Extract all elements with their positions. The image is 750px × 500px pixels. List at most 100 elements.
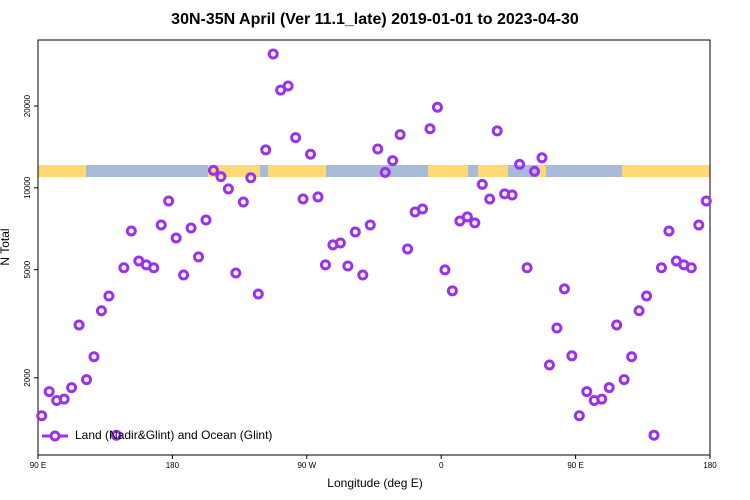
point <box>446 285 458 297</box>
point <box>193 251 205 263</box>
point <box>290 132 302 144</box>
point <box>178 269 190 281</box>
chart-title: 30N-35N April (Ver 11.1_late) 2019-01-01… <box>171 11 579 28</box>
point <box>342 260 354 272</box>
point <box>319 259 331 271</box>
x-tick-label: 0 <box>439 461 444 470</box>
point <box>581 386 593 398</box>
point <box>655 262 667 274</box>
point <box>58 393 70 405</box>
point <box>603 382 615 394</box>
point <box>685 262 697 274</box>
point <box>558 283 570 295</box>
land-band <box>538 165 546 177</box>
y-tick-label: 10000 <box>23 176 32 199</box>
point <box>95 305 107 317</box>
point <box>312 191 324 203</box>
point <box>663 225 675 237</box>
point <box>364 219 376 231</box>
point <box>43 386 55 398</box>
point <box>357 269 369 281</box>
point <box>566 350 578 362</box>
point <box>514 158 526 170</box>
y-tick-label: 20000 <box>23 94 32 117</box>
point <box>521 262 533 274</box>
point <box>103 290 115 302</box>
point <box>110 429 122 441</box>
point <box>155 219 167 231</box>
point <box>439 264 451 276</box>
point <box>245 172 257 184</box>
point <box>424 123 436 135</box>
land-band <box>38 165 86 177</box>
land-band <box>268 165 326 177</box>
point <box>200 214 212 226</box>
legend-label: Land (Nadir&Glint) and Ocean (Glint) <box>75 428 272 442</box>
point <box>529 165 541 177</box>
point <box>551 322 563 334</box>
point <box>626 351 638 363</box>
x-tick-label: 90 W <box>297 461 316 470</box>
point <box>125 225 137 237</box>
point <box>469 217 481 229</box>
point <box>402 243 414 255</box>
point <box>394 129 406 141</box>
point <box>88 351 100 363</box>
point <box>252 288 264 300</box>
point <box>215 171 227 183</box>
point <box>536 152 548 164</box>
point <box>81 374 93 386</box>
point <box>491 125 503 137</box>
point <box>476 178 488 190</box>
ocean-band <box>38 165 710 177</box>
point <box>618 374 630 386</box>
land-ocean-strip <box>38 165 710 177</box>
point <box>260 144 272 156</box>
point <box>163 195 175 207</box>
x-tick-label: 180 <box>703 461 717 470</box>
point <box>633 305 645 317</box>
point <box>148 262 160 274</box>
point <box>170 232 182 244</box>
y-axis-label: N Total <box>0 228 12 265</box>
point <box>237 196 249 208</box>
x-tick-label: 180 <box>166 461 180 470</box>
point <box>611 319 623 331</box>
point <box>73 319 85 331</box>
x-axis-label: Longitude (deg E) <box>327 476 422 490</box>
point <box>305 148 317 160</box>
x-tick-label: 90 E <box>567 461 583 470</box>
point <box>267 48 279 60</box>
y-tick-label: 5000 <box>23 260 32 278</box>
point <box>543 359 555 371</box>
y-tick-label: 2000 <box>23 368 32 386</box>
point <box>573 410 585 422</box>
point <box>207 164 219 176</box>
point <box>297 193 309 205</box>
point <box>641 290 653 302</box>
point <box>349 226 361 238</box>
point <box>36 410 48 422</box>
x-tick-label: 90 E <box>30 461 46 470</box>
land-band <box>478 165 508 177</box>
point <box>334 237 346 249</box>
point <box>648 429 660 441</box>
point <box>372 143 384 155</box>
point <box>222 183 234 195</box>
point <box>379 166 391 178</box>
point <box>282 80 294 92</box>
point <box>596 393 608 405</box>
point <box>484 193 496 205</box>
point <box>230 267 242 279</box>
plot-frame <box>37 39 711 456</box>
point <box>387 155 399 167</box>
point <box>431 101 443 113</box>
point <box>700 195 712 207</box>
land-band <box>428 165 468 177</box>
point <box>506 189 518 201</box>
legend-marker <box>49 430 61 442</box>
point <box>461 211 473 223</box>
point <box>118 262 130 274</box>
